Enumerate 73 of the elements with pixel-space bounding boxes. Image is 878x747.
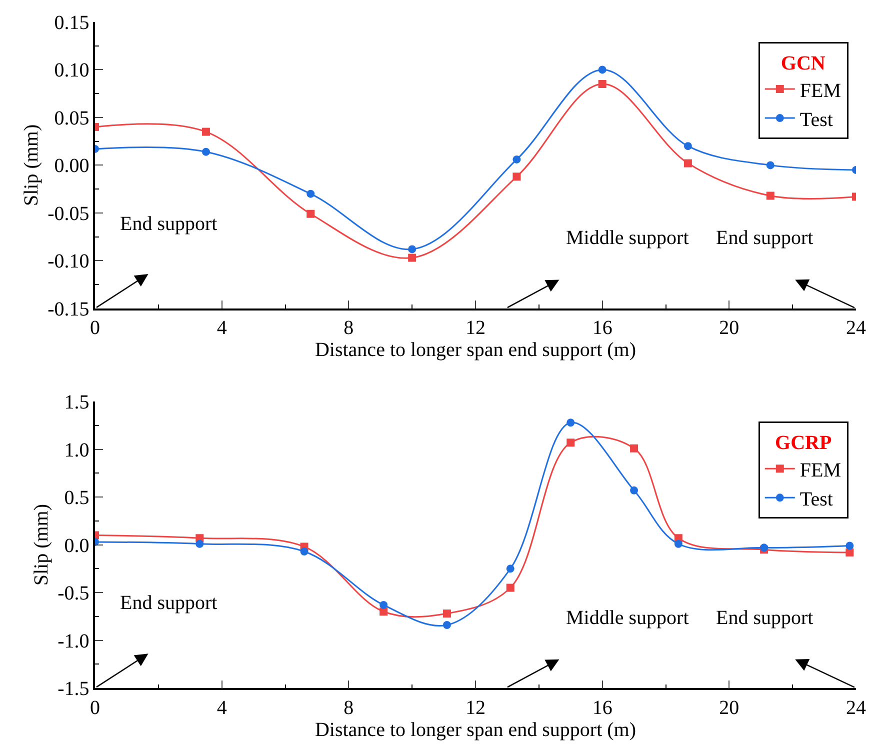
x-tick-label: 8 bbox=[344, 317, 354, 340]
x-axis-title: Distance to longer span end support (m) bbox=[314, 718, 636, 741]
y-tick-label: -0.05 bbox=[48, 202, 90, 225]
point bbox=[408, 254, 416, 262]
point bbox=[598, 66, 606, 74]
x-tick-label: 12 bbox=[466, 696, 486, 719]
y-tick-label: 0.00 bbox=[54, 155, 90, 178]
legend-title: GCN bbox=[780, 52, 826, 75]
x-tick-label: 12 bbox=[466, 317, 486, 340]
annotation: End support bbox=[120, 213, 218, 235]
y-tick-label: 0.0 bbox=[64, 534, 90, 557]
point bbox=[300, 547, 308, 556]
y-tick-label: 0.5 bbox=[64, 487, 90, 510]
point bbox=[846, 542, 854, 550]
y-tick-label: 1.5 bbox=[64, 392, 90, 414]
point bbox=[684, 159, 692, 168]
x-tick-label: 8 bbox=[344, 696, 354, 719]
point bbox=[380, 600, 388, 609]
x-tick-label: 20 bbox=[719, 317, 740, 340]
point bbox=[506, 564, 514, 573]
x-tick-label: 4 bbox=[216, 317, 227, 340]
x-tick-label: 24 bbox=[846, 317, 866, 340]
point bbox=[512, 172, 521, 181]
annotation: Middle support bbox=[566, 607, 690, 629]
y-axis-title: Slip (mm) bbox=[30, 504, 53, 586]
annotation: End support bbox=[716, 607, 814, 629]
point bbox=[630, 444, 638, 452]
point bbox=[674, 540, 682, 548]
legend-label: FEM bbox=[800, 459, 842, 482]
legend-label: Test bbox=[800, 108, 834, 131]
x-tick-label: 20 bbox=[719, 696, 740, 719]
point bbox=[442, 610, 451, 618]
point bbox=[506, 584, 514, 592]
legend-title: GCRP bbox=[775, 432, 832, 454]
point bbox=[306, 210, 315, 218]
point bbox=[408, 245, 416, 254]
point bbox=[766, 192, 774, 200]
point bbox=[846, 548, 854, 556]
y-tick-label: 1.0 bbox=[64, 439, 90, 462]
annotation: End support bbox=[120, 592, 218, 614]
point bbox=[202, 148, 210, 156]
point bbox=[512, 155, 521, 164]
x-tick-label: 24 bbox=[846, 696, 866, 719]
legend-label: FEM bbox=[800, 80, 842, 102]
point bbox=[380, 608, 388, 616]
annotation: End support bbox=[716, 227, 814, 249]
point bbox=[196, 540, 204, 548]
y-axis-title: Slip (mm) bbox=[20, 124, 43, 206]
point bbox=[630, 486, 638, 494]
x-tick-label: 16 bbox=[592, 696, 612, 719]
point bbox=[566, 438, 575, 447]
x-tick-label: 4 bbox=[216, 696, 227, 719]
y-tick-label: -0.10 bbox=[48, 250, 90, 273]
x-tick-label: 0 bbox=[90, 696, 100, 719]
y-tick-label: -0.15 bbox=[48, 298, 90, 320]
point bbox=[766, 161, 774, 170]
point bbox=[442, 621, 451, 629]
y-tick-label: 0.15 bbox=[54, 12, 90, 34]
y-tick-label: 0.10 bbox=[54, 60, 90, 82]
y-tick-label: 0.05 bbox=[54, 107, 90, 130]
point bbox=[566, 418, 575, 427]
point bbox=[684, 142, 692, 150]
y-tick-label: -1.5 bbox=[58, 678, 90, 700]
legend-label: Test bbox=[800, 488, 834, 510]
y-tick-label: -0.5 bbox=[58, 582, 90, 605]
y-tick-label: -1.0 bbox=[58, 630, 90, 652]
point bbox=[306, 190, 315, 198]
point bbox=[202, 128, 210, 136]
point bbox=[598, 80, 606, 88]
annotation: Middle support bbox=[566, 227, 690, 249]
x-axis-title: Distance to longer span end support (m) bbox=[314, 339, 636, 362]
x-tick-label: 0 bbox=[90, 317, 100, 340]
x-tick-label: 16 bbox=[592, 317, 612, 340]
